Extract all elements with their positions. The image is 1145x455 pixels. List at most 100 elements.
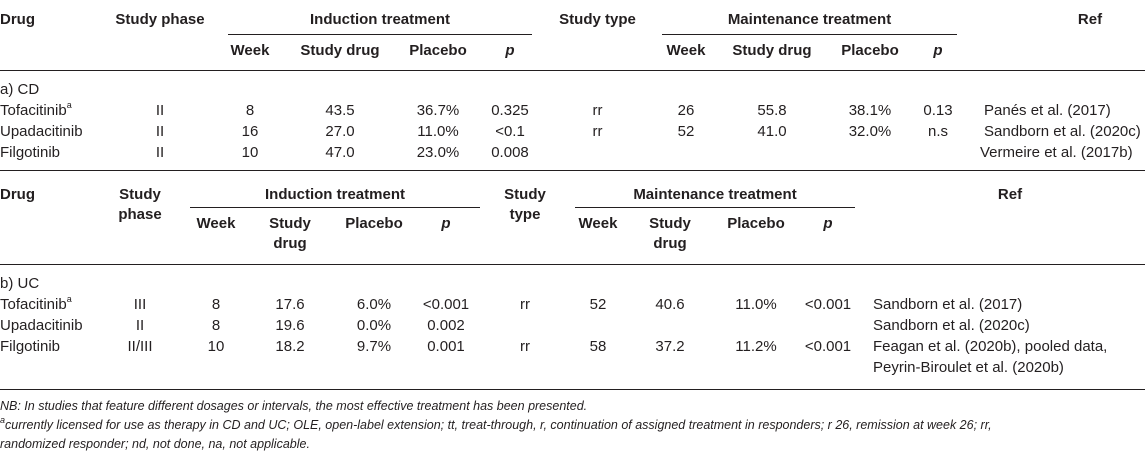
cell-ind-p: 0.325 [491, 102, 529, 119]
table-divider [0, 170, 1145, 171]
cell-main-drug: 40.6 [655, 296, 685, 313]
header-induction: Induction treatment [264, 186, 405, 203]
header-ind-p: p [505, 42, 515, 59]
cell-phase: III [133, 296, 147, 313]
header-maintenance: Maintenance treatment [633, 186, 797, 203]
header-main-week: Week [666, 42, 706, 59]
cell-ind-p: <0.1 [495, 123, 525, 140]
header-drug: Drug [0, 11, 35, 28]
footnote-a-mark: a [0, 414, 6, 425]
maintenance-underline [662, 34, 957, 35]
cell-ind-week: 10 [241, 144, 259, 161]
cell-main-p: 0.13 [923, 102, 953, 119]
cell-ind-drug: 17.6 [275, 296, 305, 313]
cell-type: rr [592, 102, 603, 119]
header-drug: Drug [0, 186, 35, 203]
induction-underline [190, 207, 480, 208]
cell-ind-week: 16 [241, 123, 259, 140]
cell-ind-placebo: 36.7% [416, 102, 460, 119]
cell-main-placebo: 32.0% [848, 123, 892, 140]
cell-phase: II [155, 144, 165, 161]
cell-phase: II [135, 317, 145, 334]
cell-main-drug: 41.0 [757, 123, 787, 140]
header-main-p: p [933, 42, 943, 59]
header-ind-week: Week [230, 42, 270, 59]
cell-type: rr [592, 123, 603, 140]
cell-drug: Filgotinib [0, 144, 61, 161]
cell-ind-placebo: 23.0% [416, 144, 460, 161]
header-study-phase: Study phase [115, 11, 205, 28]
cell-main-week: 26 [677, 102, 695, 119]
header-ind-week: Week [196, 215, 236, 232]
cell-ind-placebo: 0.0% [356, 317, 392, 334]
cell-ref-line2: Peyrin-Biroulet et al. (2020b) [873, 359, 1064, 376]
header-study-phase-1: Study [119, 186, 161, 203]
cell-main-p: <0.001 [804, 338, 852, 355]
header-main-p: p [823, 215, 833, 232]
cell-ref: Feagan et al. (2020b), pooled data, [873, 338, 1108, 355]
cell-main-placebo: 11.2% [735, 338, 777, 355]
cell-ind-week: 8 [211, 317, 221, 334]
header-ind-study-drug-1: Study [269, 215, 311, 232]
cell-main-week: 52 [677, 123, 695, 140]
header-induction: Induction treatment [309, 11, 450, 28]
header-rule [0, 70, 1145, 71]
header-ind-placebo: Placebo [409, 42, 467, 59]
header-maintenance: Maintenance treatment [727, 11, 892, 28]
cell-ind-placebo: 11.0% [417, 123, 459, 140]
cell-ind-drug: 47.0 [325, 144, 355, 161]
header-rule [0, 264, 1145, 265]
header-main-study-drug-2: drug [653, 235, 687, 252]
cell-main-week: 58 [589, 338, 607, 355]
section-label-uc: b) UC [0, 275, 40, 292]
cell-ind-p: <0.001 [422, 296, 470, 313]
cell-ref: Sandborn et al. (2020c) [984, 123, 1141, 140]
cell-ref: Panés et al. (2017) [984, 102, 1111, 119]
cell-ind-p: 0.008 [491, 144, 529, 161]
cell-ind-drug: 43.5 [325, 102, 355, 119]
header-ind-placebo: Placebo [345, 215, 403, 232]
section-label-cd: a) CD [0, 81, 40, 98]
cell-type: rr [520, 338, 530, 355]
cell-type: rr [520, 296, 530, 313]
cell-phase: II/III [127, 338, 153, 355]
cell-main-week: 52 [589, 296, 607, 313]
cell-main-p: n.s [927, 123, 948, 140]
cell-ind-placebo: 6.0% [356, 296, 392, 313]
cell-main-p: <0.001 [804, 296, 852, 313]
cell-drug: Filgotinib [0, 338, 61, 355]
footnote-a-cont: randomized responder; nd, not done, na, … [0, 437, 310, 451]
cell-main-drug: 37.2 [655, 338, 685, 355]
cell-ind-p: 0.001 [427, 338, 465, 355]
cell-ind-week: 8 [245, 102, 255, 119]
cell-drug: Tofacitiniba [0, 100, 72, 120]
header-main-study-drug-1: Study [649, 215, 691, 232]
cell-ind-week: 8 [211, 296, 221, 313]
header-ind-study-drug: Study drug [300, 42, 380, 59]
header-ind-study-drug-2: drug [273, 235, 307, 252]
header-study-type-1: Study [504, 186, 546, 203]
footnote-nb: NB: In studies that feature different do… [0, 399, 588, 413]
header-main-week: Week [578, 215, 618, 232]
header-ref: Ref [1077, 11, 1103, 28]
cell-phase: II [155, 102, 165, 119]
header-study-type: Study type [559, 11, 636, 28]
cell-drug: Upadacitinib [0, 317, 83, 334]
cell-ind-placebo: 9.7% [356, 338, 392, 355]
cell-drug: Upadacitinib [0, 123, 83, 140]
cell-phase: II [155, 123, 165, 140]
header-main-placebo: Placebo [841, 42, 899, 59]
header-study-type-2: type [509, 206, 541, 223]
cell-ind-p: 0.002 [427, 317, 465, 334]
cell-main-placebo: 38.1% [848, 102, 892, 119]
cell-ind-drug: 18.2 [275, 338, 305, 355]
cell-ind-drug: 27.0 [325, 123, 355, 140]
cell-ref: Vermeire et al. (2017b) [980, 144, 1133, 161]
footer-rule [0, 389, 1145, 390]
header-study-phase-2: phase [118, 206, 162, 223]
cell-ind-drug: 19.6 [275, 317, 305, 334]
maintenance-underline [575, 207, 855, 208]
header-main-placebo: Placebo [727, 215, 785, 232]
cell-ref: Sandborn et al. (2017) [873, 296, 1023, 313]
cell-drug: Tofacitiniba [0, 294, 72, 314]
